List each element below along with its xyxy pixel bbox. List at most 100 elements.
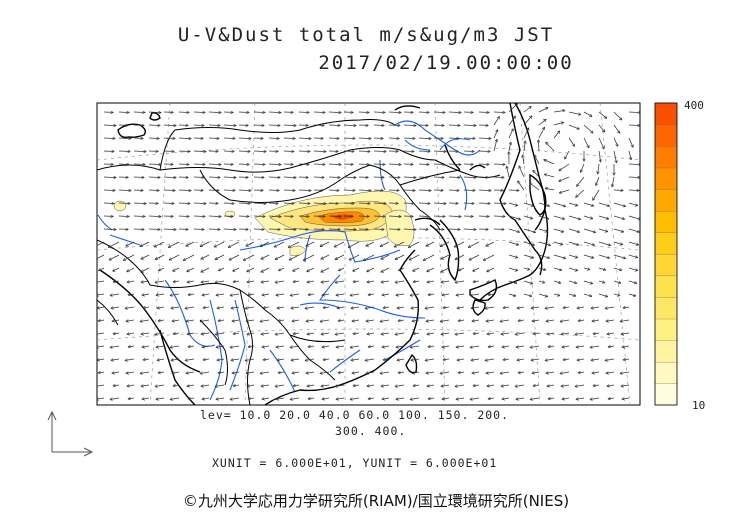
wind-arrow [253,203,266,204]
wind-arrow [142,294,150,295]
wind-arrow [200,320,210,322]
wind-arrow [553,202,566,206]
wind-arrow [321,281,330,282]
wind-arrow [208,229,220,230]
wind-arrow [307,267,315,272]
wind-arrow [352,372,360,373]
wind-arrow [230,294,240,296]
wind-arrow [433,203,446,204]
wind-arrow [351,307,360,308]
wind-arrow [455,254,465,260]
wind-arrow [562,398,570,399]
wind-arrow [148,229,160,230]
wind-arrow [547,385,555,386]
wind-arrow [613,111,622,120]
wind-arrow [112,372,120,373]
colorbar-band [654,275,678,298]
wind-arrow [323,359,330,360]
wind-arrow [410,398,420,400]
wind-arrow [187,267,195,272]
wind-arrow [298,138,311,139]
wind-arrow [560,372,570,374]
wind-arrow [308,346,315,347]
wind-arrow [493,164,505,165]
wind-arrow [339,267,345,271]
wind-arrow [621,333,630,334]
colorbar-min-label: 10 [692,399,706,412]
wind-arrow [524,141,525,152]
wind-arrow [478,164,489,165]
wind-arrow [427,267,435,272]
wind-arrow [516,398,525,399]
wind-arrow [306,320,315,321]
wind-arrow [126,372,135,373]
wind-arrow [607,333,615,334]
wind-arrow [113,333,120,334]
wind-arrow [628,177,640,178]
wind-arrow [275,254,285,260]
wind-arrow [593,189,600,200]
wind-arrow [238,216,249,217]
wind-arrow [578,372,585,373]
wind-arrow [553,254,566,258]
wind-arrow [501,385,510,386]
wind-arrow [583,215,593,219]
wind-arrow [517,359,525,360]
wind-arrow [593,385,600,386]
colorbar-band [654,340,678,363]
wind-arrow [293,333,300,334]
wind-arrow [583,111,592,116]
wind-arrow [358,190,371,191]
wind-arrow [516,346,525,347]
wind-arrow [98,320,105,321]
wind-arrow [523,116,532,126]
wind-arrow [457,307,465,308]
wind-arrow [441,333,450,334]
wind-arrow [238,138,251,139]
wind-arrow [403,177,416,178]
wind-arrow [328,125,340,126]
wind-arrow [583,202,594,206]
wind-arrow [598,150,601,162]
wind-arrow [443,307,450,308]
wind-arrow [565,150,570,159]
wind-arrow [185,307,195,309]
wind-arrow [103,229,116,230]
wind-arrow [170,346,180,348]
wind-arrow [178,190,191,191]
wind-arrow [366,372,375,373]
wind-arrow [605,359,615,361]
wind-arrow [553,267,562,270]
wind-arrow [228,241,240,247]
wind-arrow [261,254,270,259]
wind-arrow [163,125,176,126]
wind-arrow [245,307,255,309]
wind-arrow [544,174,555,178]
wind-arrow [583,293,592,296]
wind-arrow [410,294,420,296]
wind-arrow [628,112,640,113]
wind-arrow [470,294,480,296]
wind-arrow [508,228,520,232]
wind-arrow [141,254,150,259]
wind-arrow [260,320,270,322]
wind-arrow [133,151,146,152]
wind-arrow [140,372,150,374]
wind-arrow [576,398,585,399]
wind-arrow [538,127,545,139]
wind-arrow [353,333,360,334]
wind-arrow [169,254,180,260]
wind-arrow [290,398,300,400]
wind-arrow [143,359,150,360]
wind-arrow [97,254,105,260]
wind-arrow [613,137,618,146]
wind-arrow [448,112,461,113]
wind-arrow [628,254,638,258]
wind-arrow [547,333,555,334]
colorbar-band [654,167,678,190]
wind-arrow [403,138,415,139]
wind-arrow [231,359,240,360]
wind-arrow [426,320,435,321]
wind-arrow [561,385,570,386]
wind-arrow [172,320,180,321]
